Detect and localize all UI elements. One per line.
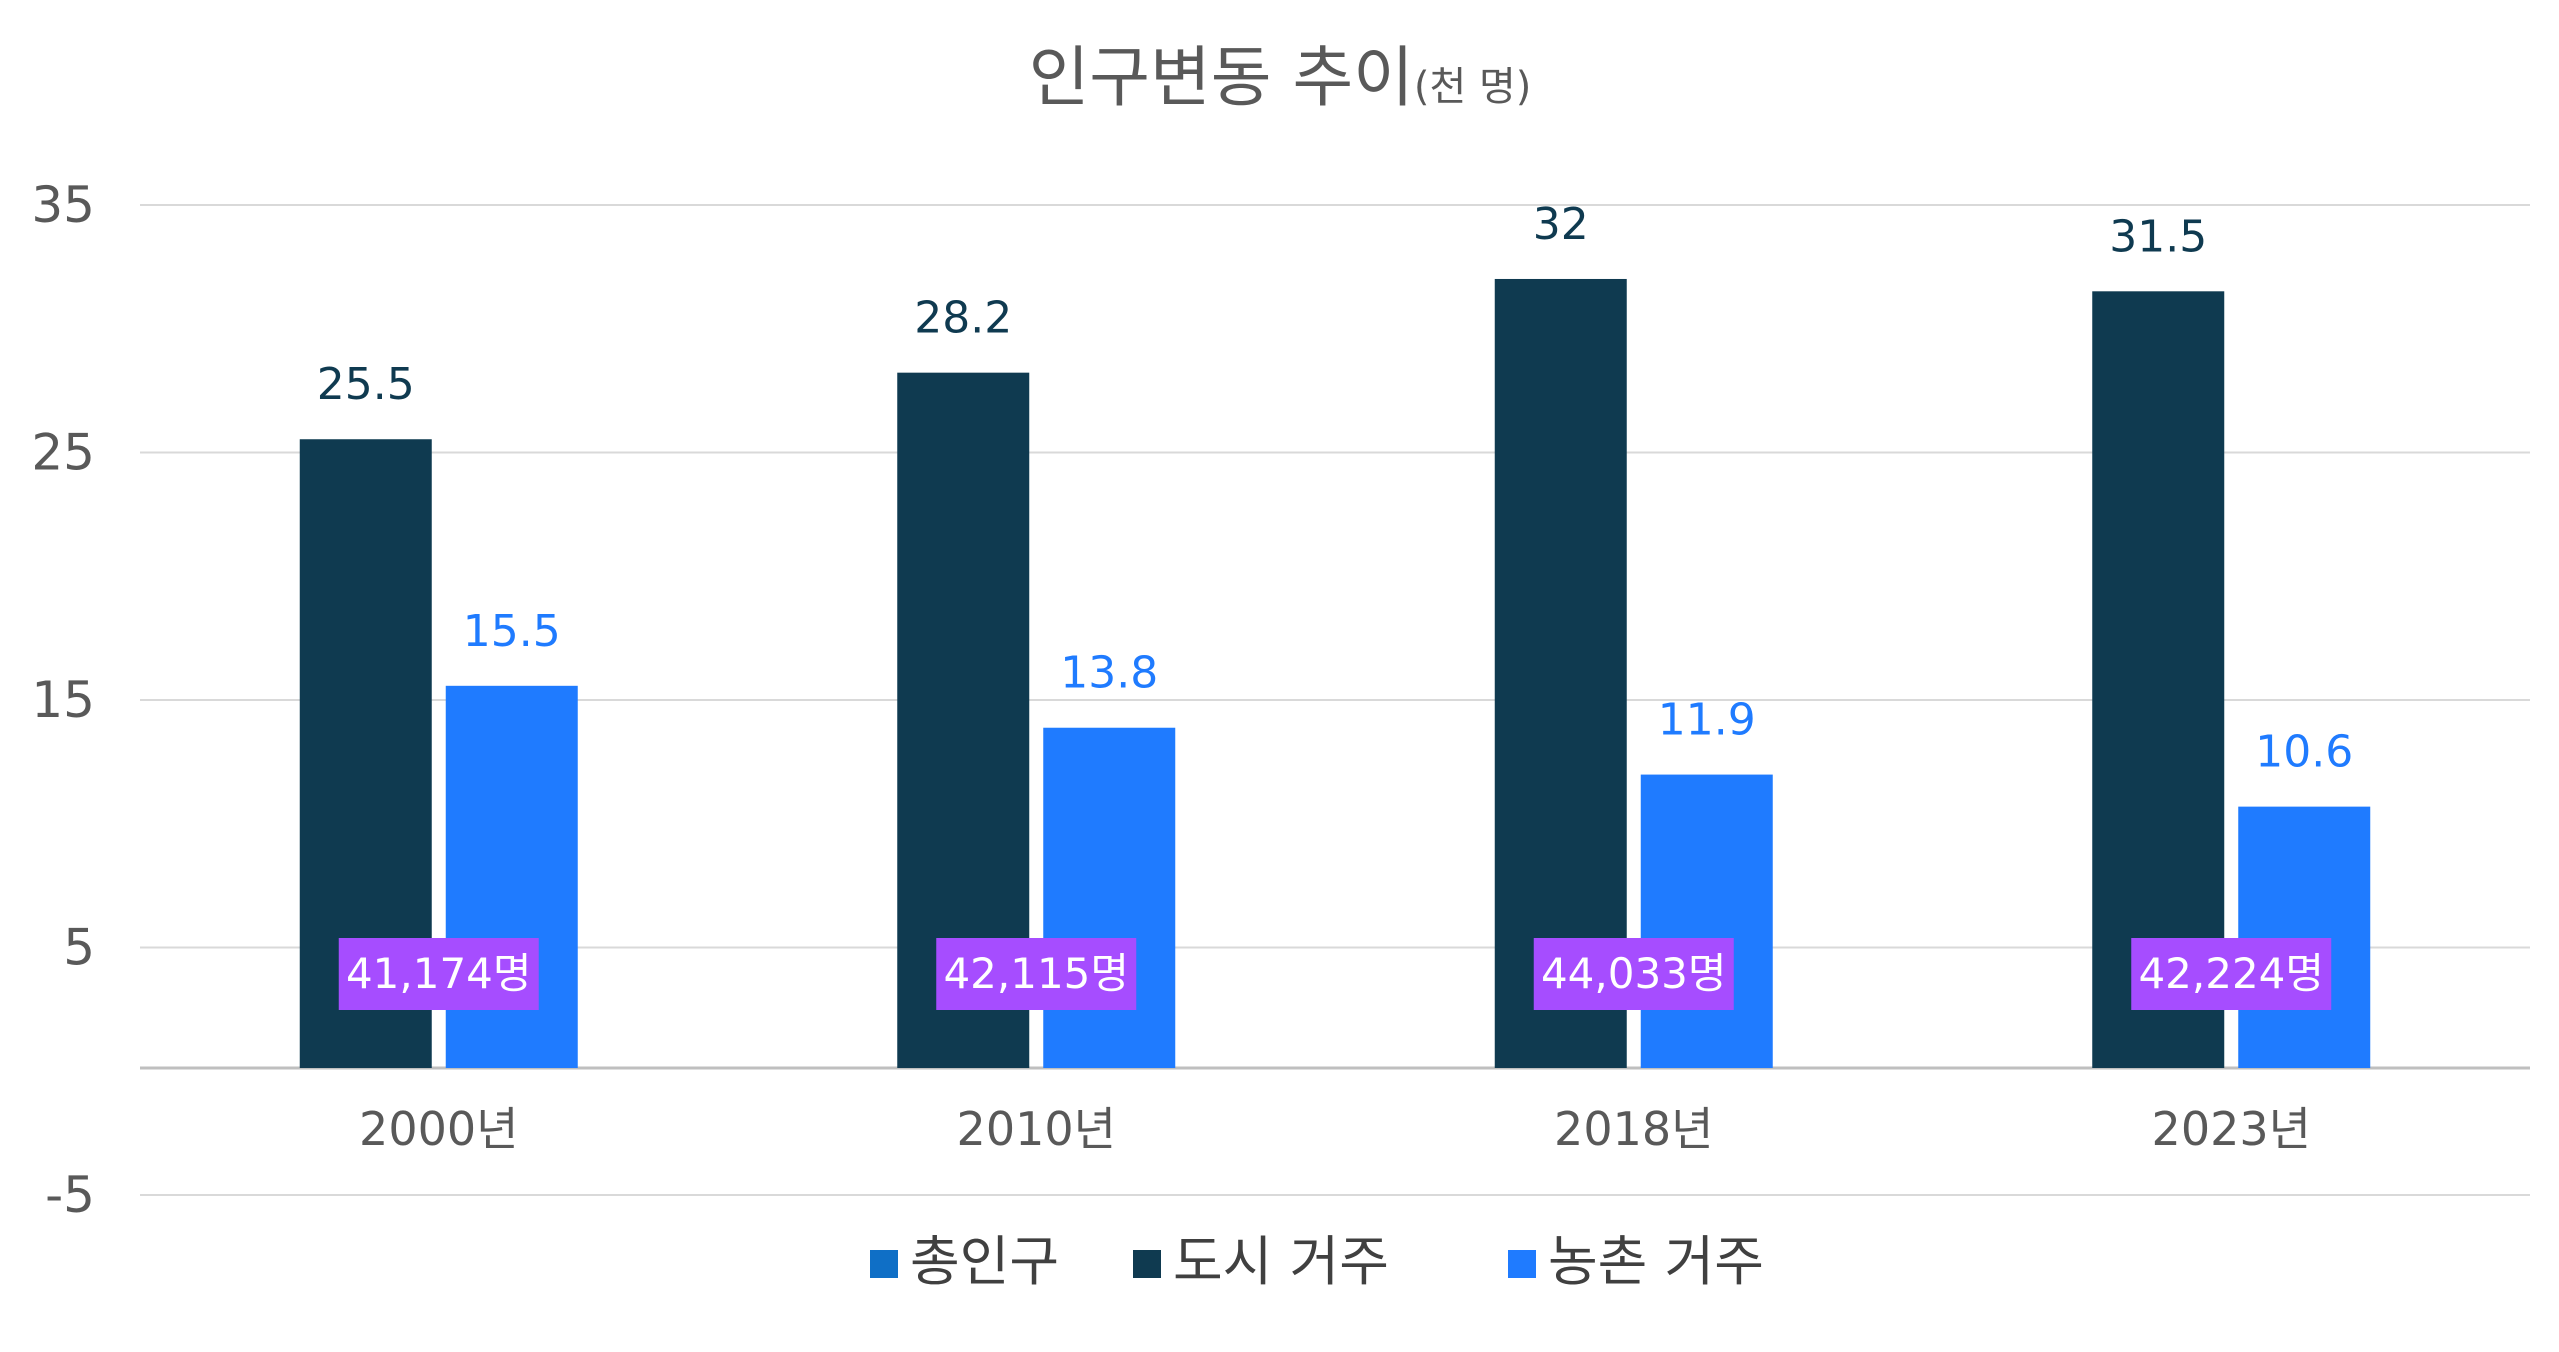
data-label-urban: 28.2	[914, 293, 1012, 344]
x-tick-label: 2023년	[2152, 1102, 2311, 1156]
total-population-badge	[1533, 938, 1734, 1010]
total-population-badge	[338, 938, 539, 1010]
legend-item-rural: 농촌 거주	[1548, 1230, 1764, 1293]
legend-item-total: 총인구	[910, 1230, 1059, 1293]
legend-swatch	[870, 1250, 898, 1278]
data-label-urban: 25.5	[317, 359, 415, 410]
y-tick-label: 5	[63, 919, 95, 977]
x-tick-label: 2018년	[1554, 1102, 1713, 1156]
bars: 25.5 15.5 41,174명 28.2 13.8 42,115명 32 11.9 44,0…	[299, 199, 2371, 1068]
x-tick-label: 2000년	[359, 1102, 518, 1156]
legend-swatch	[1508, 1250, 1536, 1278]
total-population-badge	[936, 938, 1137, 1010]
legend: 총인구 도시 거주 농촌 거주	[870, 1230, 1764, 1293]
legend-swatch	[1133, 1250, 1161, 1278]
data-label-total: 44,033명	[1541, 949, 1727, 998]
data-label-rural: 15.5	[463, 606, 561, 657]
y-tick-label: 25	[31, 424, 95, 482]
bar-rural	[2238, 806, 2371, 1068]
data-label-rural: 11.9	[1658, 695, 1756, 746]
chart-title-main: 인구변동 추이	[1029, 39, 1414, 116]
total-population-badge	[2131, 938, 2332, 1010]
data-label-total: 41,174명	[346, 949, 532, 998]
chart-title: 인구변동 추이(천 명)	[1029, 39, 1532, 116]
legend-item-urban: 도시 거주	[1173, 1230, 1389, 1293]
bar-rural	[1043, 727, 1176, 1068]
y-tick-label: 35	[31, 176, 95, 234]
y-tick-label: -5	[45, 1166, 95, 1224]
data-label-rural: 13.8	[1060, 648, 1158, 699]
chart-title-unit: (천 명)	[1414, 64, 1532, 110]
x-axis-ticks: 2000년 2010년 2018년 2023년	[359, 1102, 2311, 1156]
data-label-total: 42,115명	[943, 949, 1129, 998]
data-label-total: 42,224명	[2138, 949, 2324, 998]
y-tick-label: 15	[31, 671, 95, 729]
y-axis-ticks: 35 25 15 5 -5	[31, 176, 95, 1224]
data-label-rural: 10.6	[2255, 727, 2353, 778]
bar-rural	[1640, 774, 1773, 1068]
data-label-urban: 31.5	[2109, 211, 2207, 262]
bar-rural	[445, 685, 578, 1068]
x-tick-label: 2010년	[957, 1102, 1116, 1156]
data-label-urban: 32	[1533, 199, 1589, 250]
bar-urban	[1494, 278, 1627, 1068]
